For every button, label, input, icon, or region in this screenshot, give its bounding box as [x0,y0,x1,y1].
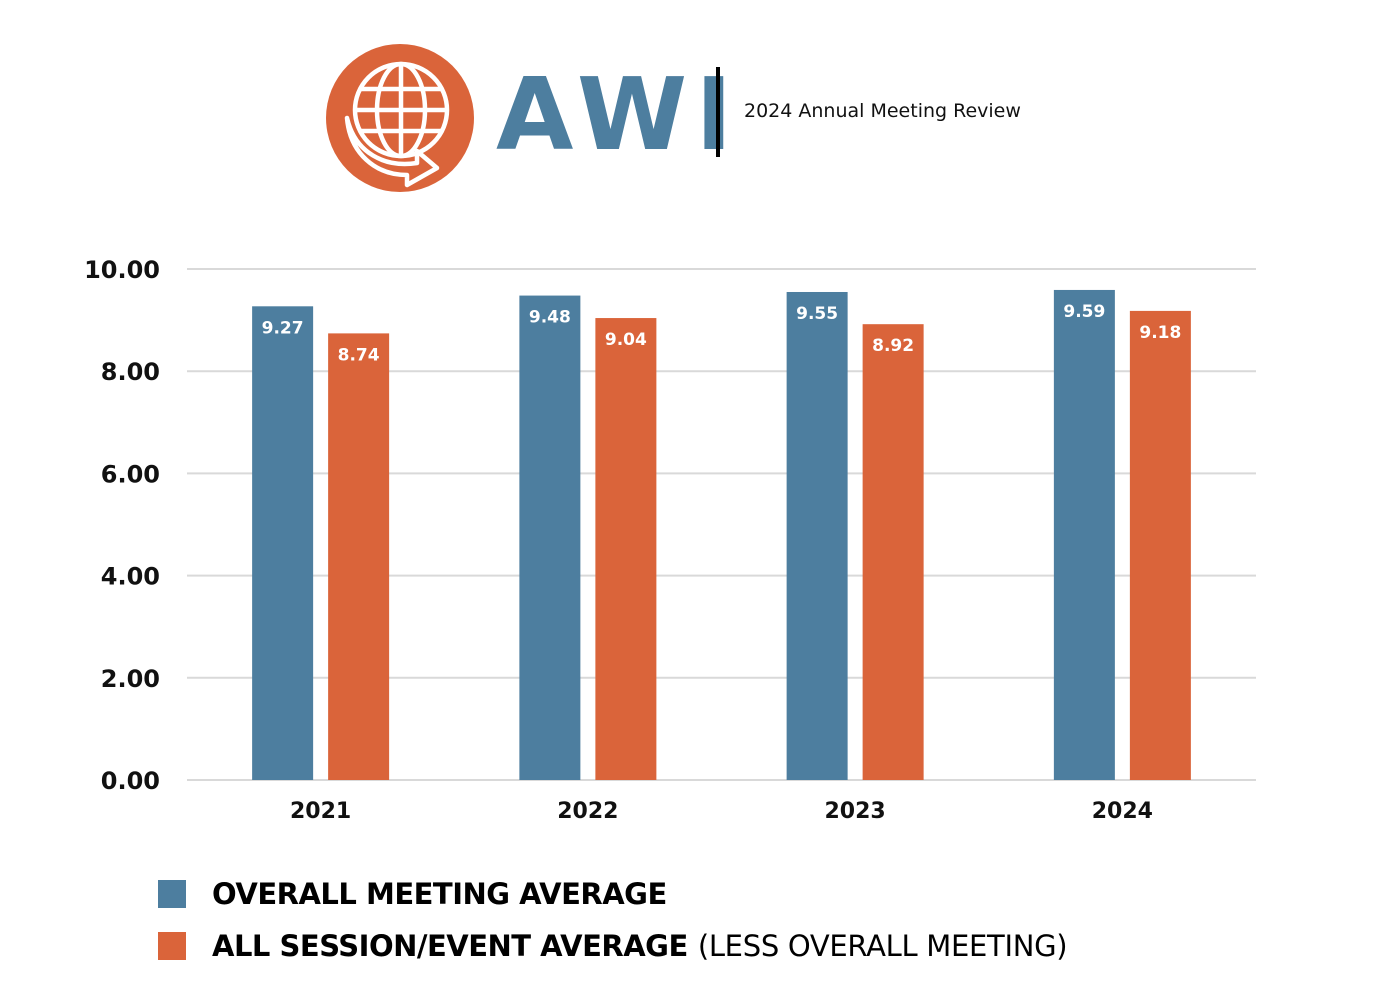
data-label: 9.04 [605,330,647,350]
data-label: 9.18 [1139,323,1181,343]
data-label: 8.74 [338,345,380,365]
bar-session-2024 [1129,310,1191,780]
data-label: 9.55 [796,304,838,324]
x-tick-label: 2021 [290,799,351,824]
data-label: 9.48 [529,308,571,328]
legend-item-session: ALL SESSION/EVENT AVERAGE (LESS OVERALL … [158,920,1068,972]
y-axis-ticks: 0.00 2.00 4.00 6.00 8.00 10.00 [84,256,160,795]
legend-label: ALL SESSION/EVENT AVERAGE [212,929,688,963]
globe-arrow-icon [326,44,474,192]
bars: 9.27 8.74 9.48 9.04 9.55 8.92 9.59 9.18 [252,289,1191,780]
bar-session-2021 [328,333,390,780]
x-tick-label: 2023 [825,799,886,824]
y-tick-label: 0.00 [101,767,160,795]
report-subtitle: 2024 Annual Meeting Review [744,100,1021,122]
y-tick-label: 2.00 [101,665,160,693]
data-label: 8.92 [872,336,914,356]
bar-overall-2023 [786,291,848,780]
legend-swatch-orange [158,932,186,960]
legend-label-suffix: (LESS OVERALL MEETING) [697,929,1068,963]
bar-overall-2021 [252,306,314,780]
bar-overall-2024 [1053,289,1115,780]
legend-swatch-blue [158,880,186,908]
x-tick-label: 2024 [1092,799,1153,824]
x-tick-label: 2022 [557,799,618,824]
x-axis-labels: 2021 2022 2023 2024 [290,799,1153,824]
y-tick-label: 4.00 [101,563,160,591]
bar-session-2022 [595,318,657,780]
legend-item-overall: OVERALL MEETING AVERAGE [158,868,1067,920]
data-label: 9.59 [1063,302,1105,322]
bar-session-2023 [862,324,924,780]
y-tick-label: 6.00 [101,460,160,488]
chart-legend: OVERALL MEETING AVERAGE ALL SESSION/EVEN… [158,868,1068,972]
header-divider [716,67,720,157]
data-label: 9.27 [262,318,304,338]
y-tick-label: 10.00 [84,256,160,284]
y-tick-label: 8.00 [101,358,160,386]
logo-wordmark: AWI [496,56,741,173]
report-header: AWI 2024 Annual Meeting Review [0,0,1394,210]
legend-label: OVERALL MEETING AVERAGE [212,877,667,911]
bar-overall-2022 [519,295,581,780]
